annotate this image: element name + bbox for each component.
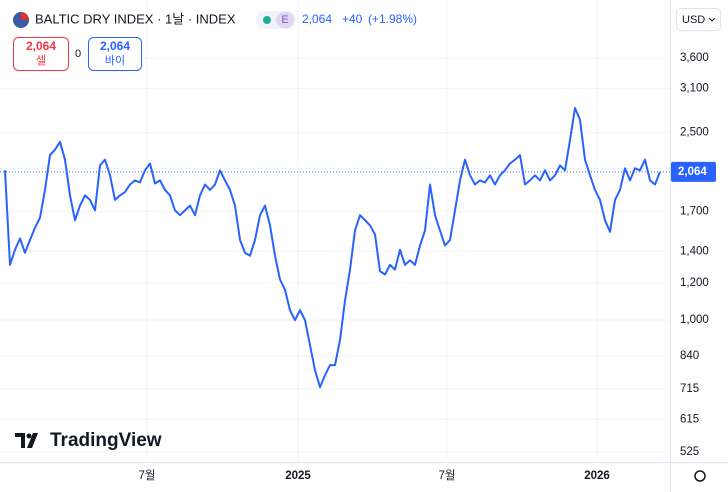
y-tick-label: 715 xyxy=(680,383,699,395)
settings-icon[interactable] xyxy=(694,470,706,482)
sell-price: 2,064 xyxy=(26,39,56,53)
plot xyxy=(0,107,670,389)
y-tick-label: 3,600 xyxy=(680,52,709,64)
x-tick-label: 7월 xyxy=(439,469,456,482)
y-tick-label: 1,700 xyxy=(680,206,709,218)
change: +40 xyxy=(342,12,363,26)
y-tick-label: 3,100 xyxy=(680,83,709,95)
sell-button[interactable] xyxy=(13,37,69,71)
buy-button[interactable] xyxy=(88,37,142,71)
buy-price: 2,064 xyxy=(100,39,130,53)
x-tick-label: 7월 xyxy=(139,469,156,482)
buy-label: 바이 xyxy=(105,54,125,67)
axes: 5256157158401,0001,2001,4001,7002,1002,5… xyxy=(139,52,716,482)
y-tick-label: 1,000 xyxy=(680,314,709,326)
market-status-dot xyxy=(263,16,271,24)
last-price-tag xyxy=(671,161,716,182)
y-tick-label: 1,200 xyxy=(680,277,709,289)
logo-icon xyxy=(26,433,32,439)
price: 2,064 xyxy=(302,12,332,26)
logo-icon xyxy=(15,433,38,448)
y-tick-label: 525 xyxy=(680,446,699,458)
x-tick-label: 2025 xyxy=(285,470,311,482)
y-tick-label: 615 xyxy=(680,414,699,426)
x-tick-label: 2026 xyxy=(584,470,610,482)
currency: USD xyxy=(682,14,705,26)
header: BALTIC DRY INDEX · 1날 · INDEX E 2,064 +4… xyxy=(13,8,721,482)
logo: TradingView xyxy=(50,430,162,451)
dropdown-arrow xyxy=(708,17,716,22)
price-line xyxy=(4,107,661,389)
flag-icon xyxy=(21,12,29,20)
y-tick-label: 1,400 xyxy=(680,245,709,257)
y-tick-label: 2,500 xyxy=(680,127,709,139)
change-pct: (+1.98%) xyxy=(368,12,417,26)
currency-button[interactable] xyxy=(676,8,721,31)
last-price-label: 2,064 xyxy=(678,166,707,178)
y-tick-label: 840 xyxy=(680,350,699,362)
sell-label: 셀 xyxy=(36,54,46,67)
badge-bg xyxy=(276,12,294,28)
symbol-title[interactable]: BALTIC DRY INDEX · 1날 · INDEX xyxy=(35,11,236,26)
spread: 0 xyxy=(75,48,81,60)
badge: E xyxy=(281,14,288,26)
